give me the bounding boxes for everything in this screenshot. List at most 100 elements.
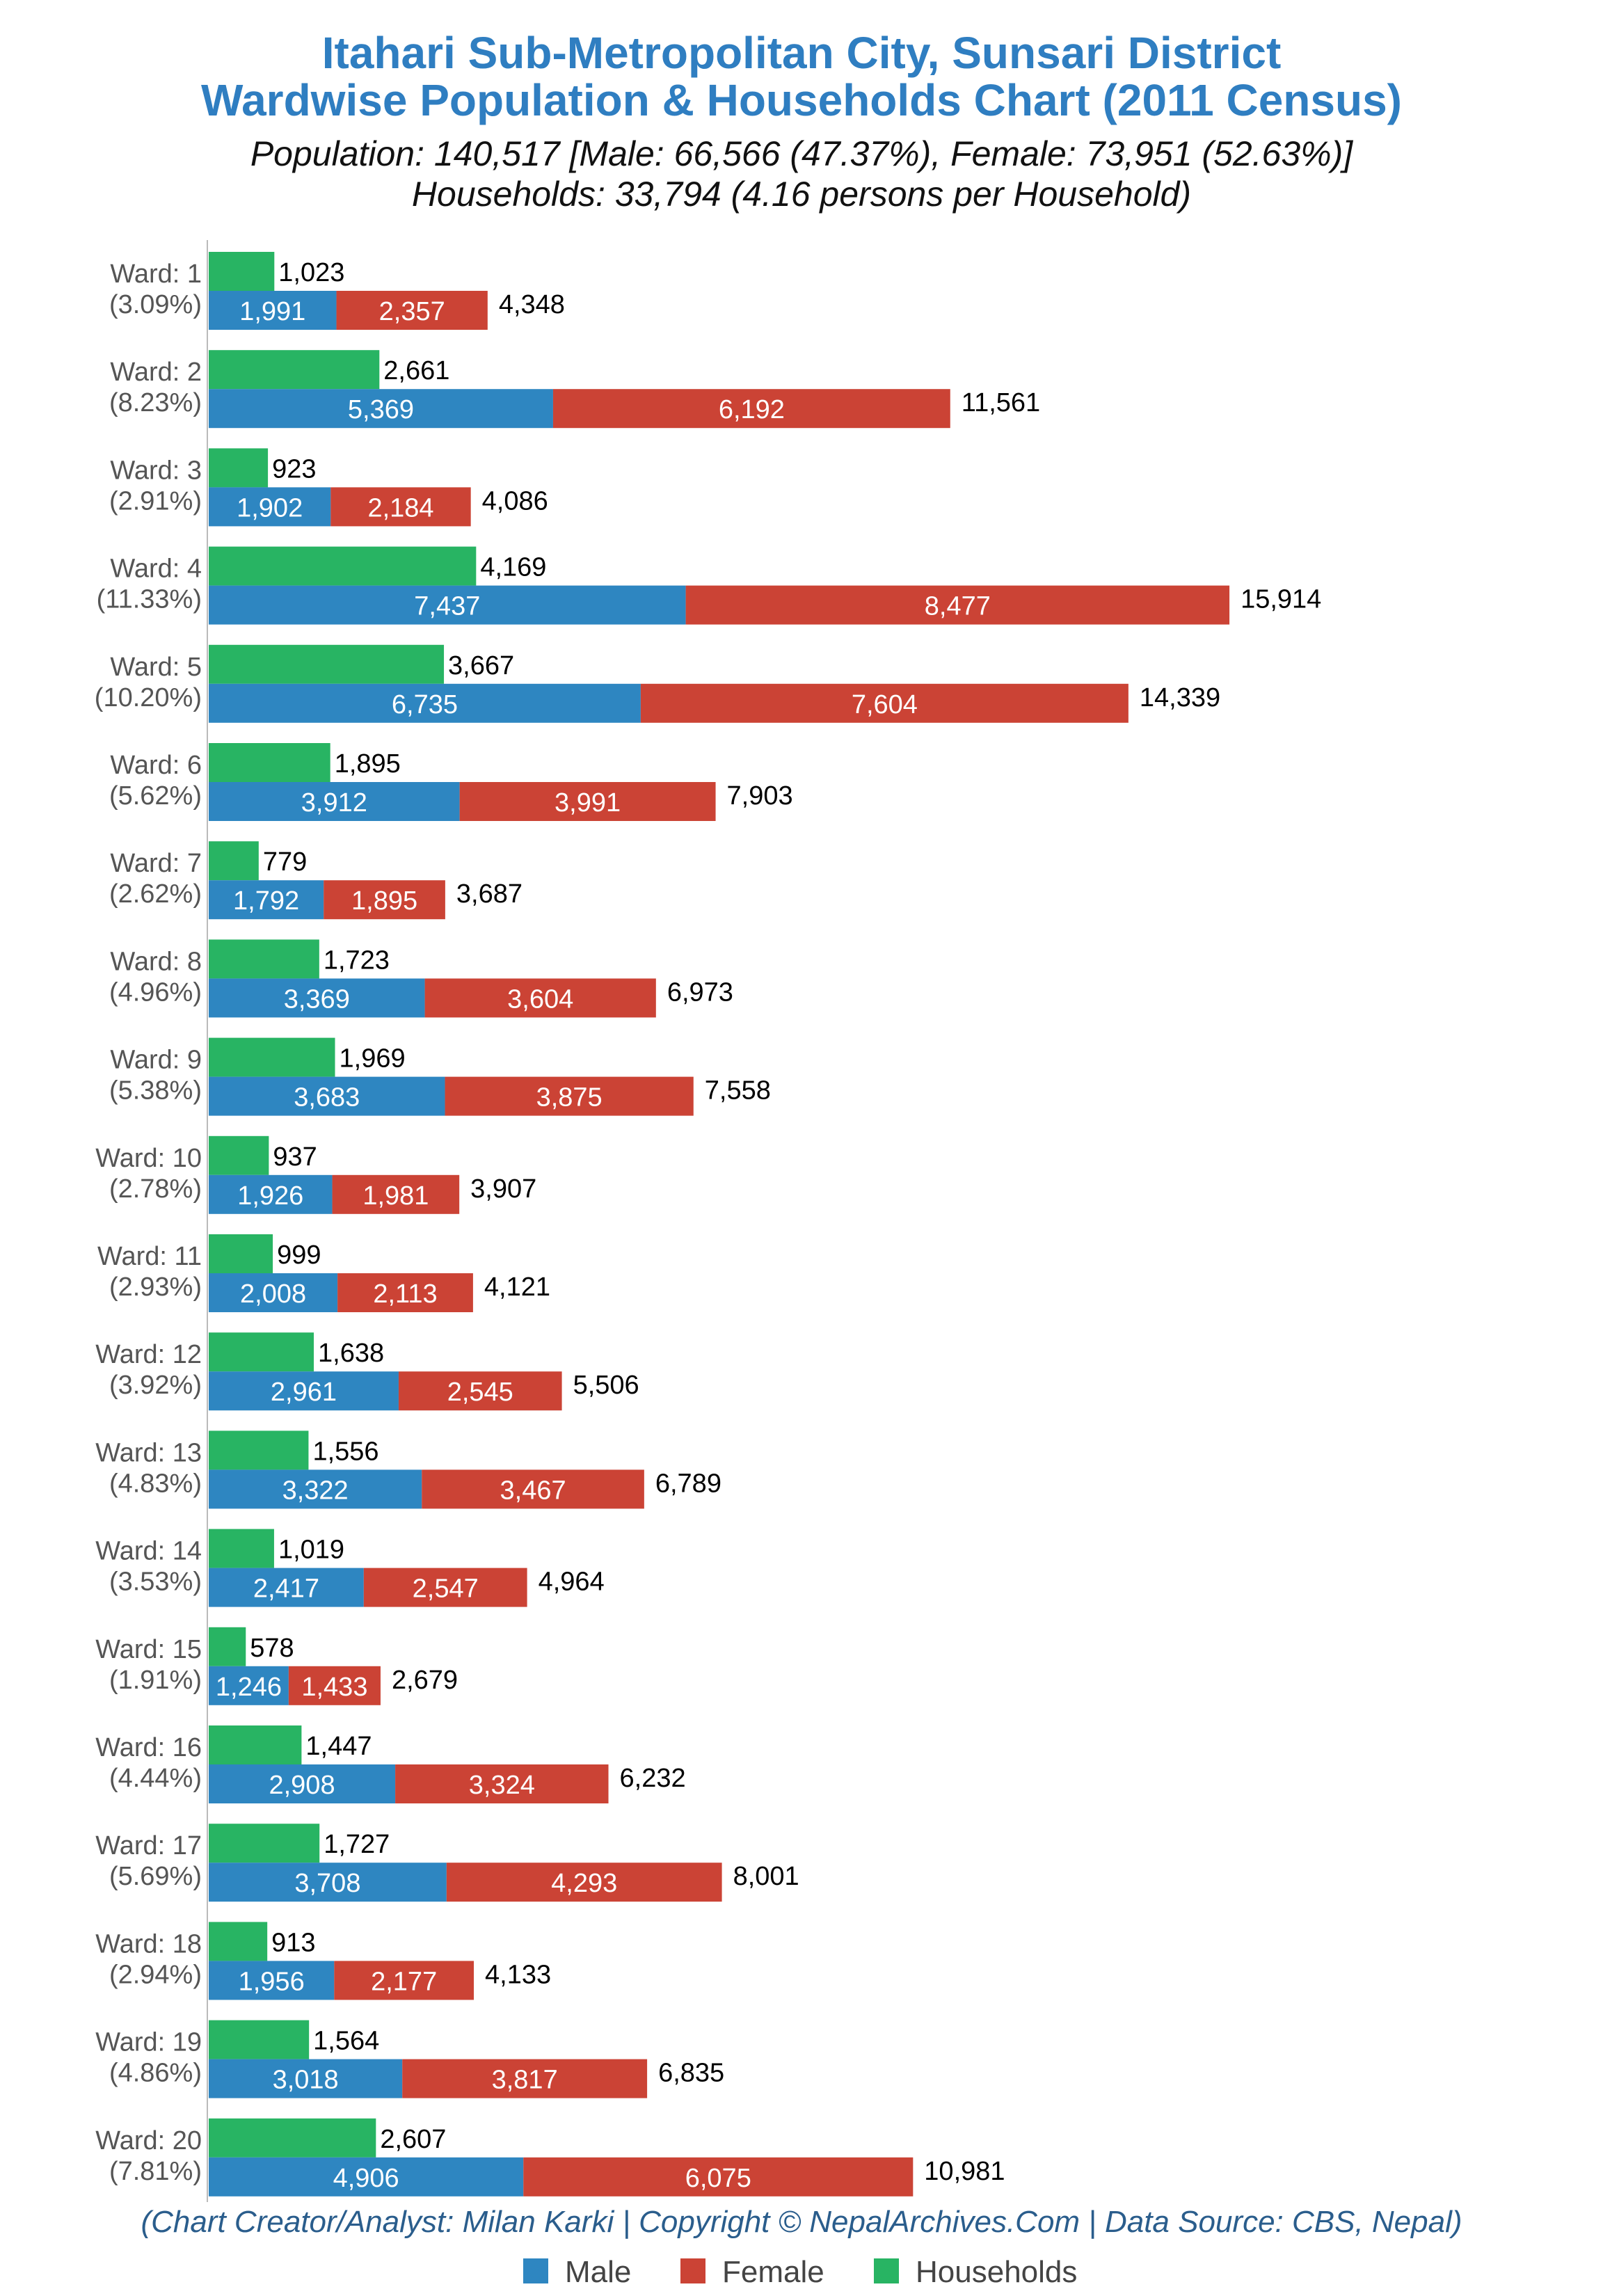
male-value-label: 1,902: [237, 493, 303, 523]
female-bar: [395, 1764, 609, 1803]
female-bar: [459, 782, 716, 821]
female-value-label: 8,477: [925, 592, 991, 621]
female-bar: [337, 1273, 473, 1312]
male-bar: [209, 291, 337, 330]
legend-female-label: Female: [722, 2255, 824, 2289]
total-value-label: 15,914: [1241, 585, 1321, 614]
female-value-label: 2,357: [379, 297, 445, 326]
female-bar: [640, 683, 1129, 723]
ward-percent-label: (2.78%): [109, 1174, 202, 1204]
ward-label: Ward: 5: [110, 653, 202, 682]
ward-label: Ward: 6: [110, 751, 202, 780]
male-value-label: 3,912: [301, 788, 367, 818]
male-value-label: 1,792: [233, 886, 299, 916]
male-bar: [209, 487, 331, 527]
households-bar: [209, 1430, 309, 1470]
chart-title-line1: Itahari Sub-Metropolitan City, Sunsari D…: [322, 28, 1282, 78]
ward-percent-label: (10.20%): [95, 683, 202, 712]
households-bar: [209, 1234, 273, 1273]
ward-percent-label: (8.23%): [109, 388, 202, 417]
male-value-label: 2,908: [269, 1771, 335, 1800]
male-bar: [209, 1568, 364, 1607]
households-value-label: 1,023: [278, 258, 344, 287]
total-value-label: 6,232: [620, 1764, 686, 1793]
male-value-label: 7,437: [414, 592, 480, 621]
total-value-label: 6,973: [667, 978, 733, 1007]
male-value-label: 2,417: [253, 1574, 319, 1604]
households-bar: [209, 1135, 269, 1175]
female-value-label: 7,604: [852, 690, 918, 719]
ward-label: Ward: 19: [95, 2028, 202, 2057]
ward-label: Ward: 13: [95, 1438, 202, 1467]
male-value-label: 6,735: [392, 690, 458, 719]
ward-percent-label: (4.83%): [109, 1469, 202, 1498]
total-value-label: 7,558: [705, 1076, 771, 1106]
female-value-label: 3,991: [555, 788, 621, 818]
female-bar: [330, 487, 471, 527]
male-bar: [209, 782, 460, 821]
total-value-label: 14,339: [1140, 683, 1220, 712]
households-value-label: 1,723: [324, 946, 390, 975]
female-value-label: 3,604: [507, 984, 573, 1014]
male-bar: [209, 585, 686, 625]
female-value-label: 3,817: [492, 2066, 558, 2095]
households-value-label: 2,607: [380, 2125, 446, 2154]
ward-label: Ward: 11: [97, 1242, 202, 1271]
female-bar: [332, 1174, 460, 1214]
ward-label: Ward: 3: [110, 456, 202, 485]
households-bar: [209, 1824, 320, 1863]
households-bar: [209, 1725, 302, 1764]
households-value-label: 999: [277, 1241, 321, 1270]
male-bar: [209, 1863, 447, 1902]
male-value-label: 1,246: [216, 1673, 282, 1702]
total-value-label: 4,133: [485, 1960, 551, 1989]
female-bar: [398, 1371, 562, 1411]
ward-label: Ward: 1: [110, 260, 202, 289]
ward-label: Ward: 15: [95, 1635, 202, 1664]
ward-percent-label: (4.44%): [109, 1764, 202, 1793]
ward-label: Ward: 8: [110, 947, 202, 976]
total-value-label: 4,086: [482, 486, 548, 516]
households-bar: [209, 1529, 274, 1568]
households-value-label: 913: [271, 1928, 315, 1957]
male-bar: [209, 1666, 289, 1705]
ward-percent-label: (5.69%): [109, 1862, 202, 1891]
female-bar: [422, 1469, 644, 1509]
male-bar: [209, 1961, 335, 2000]
households-bar: [209, 448, 269, 488]
households-value-label: 937: [273, 1142, 317, 1172]
households-value-label: 1,019: [278, 1536, 344, 1565]
female-bar: [424, 978, 656, 1018]
male-bar: [209, 1469, 422, 1509]
male-bar: [209, 978, 425, 1018]
households-bar: [209, 1332, 314, 1372]
ward-percent-label: (3.09%): [109, 290, 202, 319]
total-value-label: 4,348: [499, 290, 565, 319]
ward-label: Ward: 12: [95, 1340, 202, 1369]
female-bar: [685, 585, 1230, 625]
households-value-label: 1,556: [312, 1437, 378, 1466]
female-bar: [363, 1568, 527, 1607]
male-value-label: 4,906: [333, 2164, 399, 2193]
male-bar: [209, 389, 553, 429]
male-value-label: 3,683: [294, 1083, 360, 1113]
female-bar: [334, 1961, 474, 2000]
male-value-label: 5,369: [348, 395, 414, 424]
male-bar: [209, 683, 641, 723]
male-bar: [209, 1273, 338, 1312]
female-value-label: 6,075: [685, 2164, 751, 2193]
ward-percent-label: (4.96%): [109, 978, 202, 1007]
male-bar: [209, 880, 324, 920]
ward-percent-label: (5.62%): [109, 781, 202, 811]
ward-label: Ward: 18: [95, 1929, 202, 1959]
female-bar: [336, 291, 488, 330]
households-bar: [209, 1627, 246, 1666]
ward-percent-label: (3.92%): [109, 1371, 202, 1400]
female-bar: [523, 2157, 914, 2197]
ward-percent-label: (11.33%): [97, 585, 202, 614]
households-bar: [209, 939, 319, 979]
female-value-label: 2,547: [413, 1574, 479, 1604]
households-bar: [209, 743, 330, 782]
female-value-label: 6,192: [719, 395, 785, 424]
